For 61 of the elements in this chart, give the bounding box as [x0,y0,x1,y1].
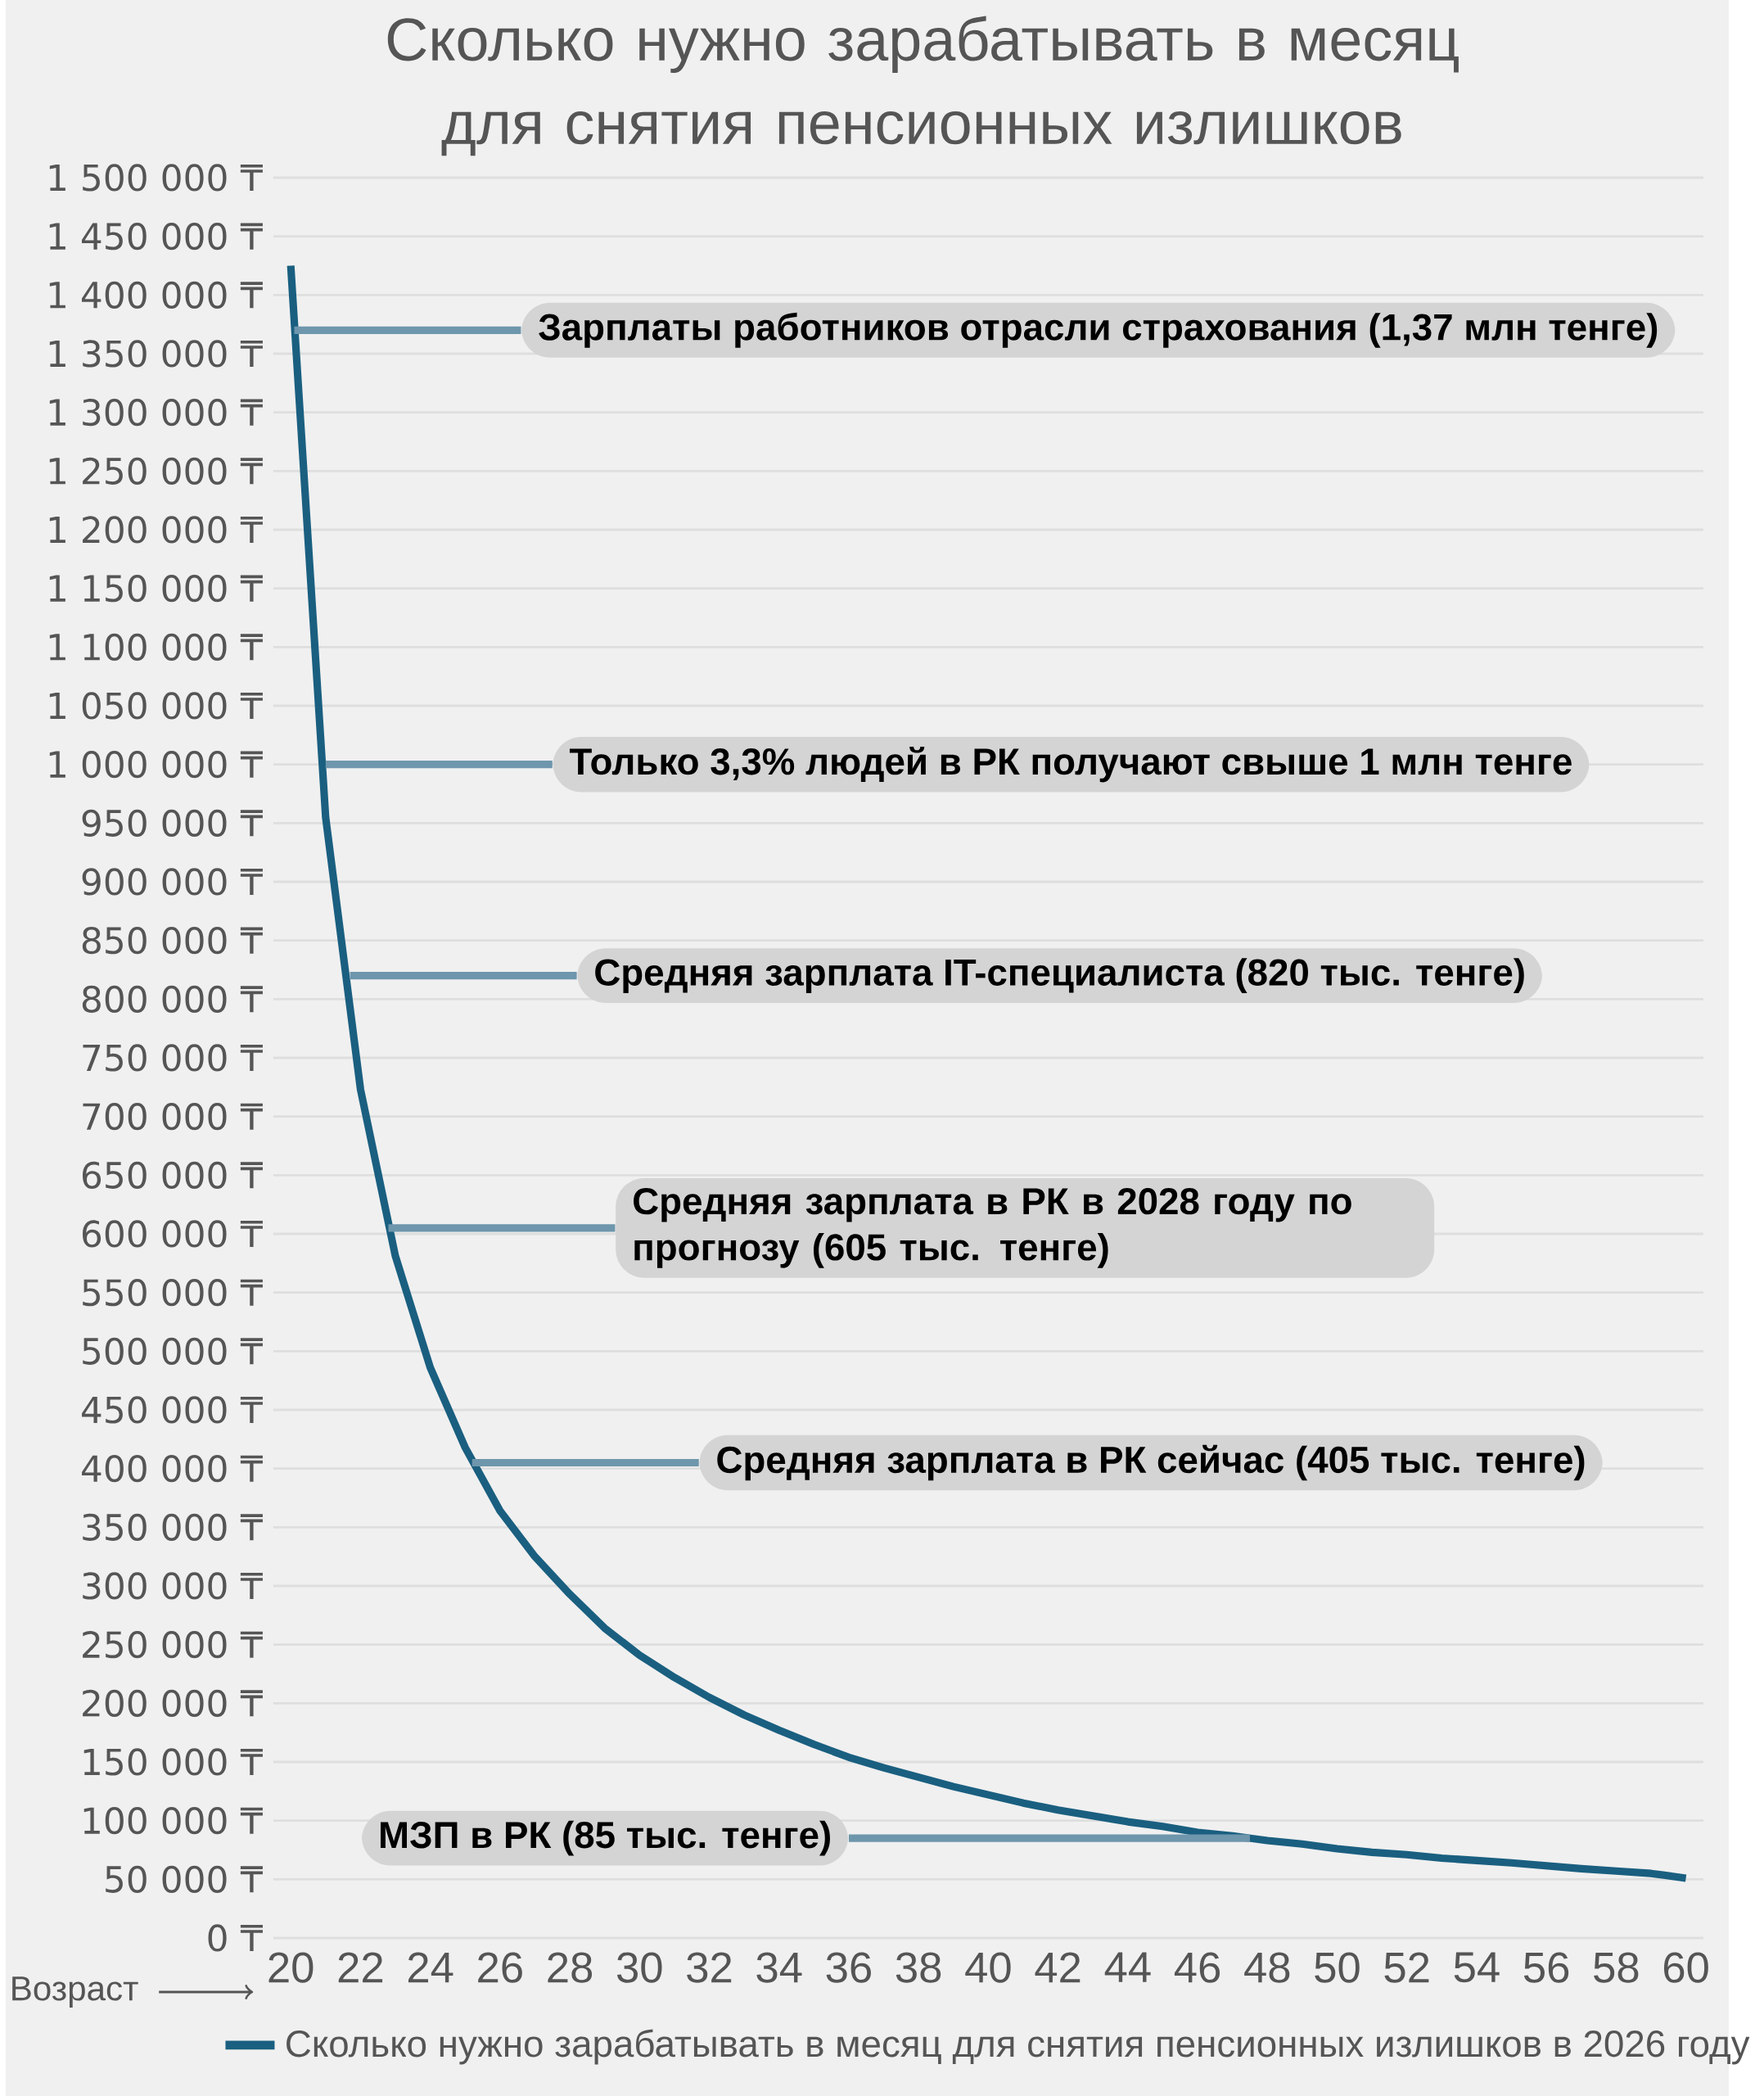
y-tick-label: 1 350 000 ₸ [49,340,263,368]
y-tick-label: 1 050 000 ₸ [49,692,263,720]
legend-label: Сколько нужно зарабатывать в месяц для снятия пенсионных излишков в 2026 году [286,2029,1750,2065]
x-tick-label: 20 [268,1952,314,1983]
y-tick-label: 450 000 ₸ [81,1396,263,1424]
x-tick-label: 60 [1663,1952,1708,1983]
x-axis-title: Возраст [12,1976,138,2008]
annotation: Зарплаты работников отрасли страхования (1,37 млн тенге) [539,312,1658,348]
y-tick-label: 650 000 ₸ [82,1161,263,1189]
y-tick-label: 600 000 ₸ [82,1220,263,1248]
x-tick-label: 46 [1174,1952,1220,1983]
annotation: Средняя зарплата в РК в 2028 году по прогнозу (605 тыс. тенге) [634,1188,1351,1268]
y-tick-label: 300 000 ₸ [83,1572,263,1600]
x-tick-label: 28 [548,1952,593,1983]
y-tick-label: 1 300 000 ₸ [49,399,263,427]
x-tick-label: 54 [1454,1952,1500,1983]
x-tick-label: 38 [896,1952,941,1983]
y-tick-label: 500 000 ₸ [83,1337,263,1365]
y-tick-label: 1 400 000 ₸ [49,281,263,309]
y-tick-label: 900 000 ₸ [82,868,263,896]
x-tick-label: 40 [965,1952,1011,1983]
y-tick-label: 1 000 000 ₸ [49,751,263,779]
x-tick-label: 44 [1104,1952,1151,1982]
y-tick-label: 800 000 ₸ [82,985,263,1013]
y-tick-label: 400 000 ₸ [81,1455,263,1483]
x-tick-label: 52 [1384,1952,1429,1983]
chart-title: Сколько нужно зарабатывать в месяц для снятия пенсионных излишков [387,16,1459,156]
y-tick-label: 550 000 ₸ [83,1279,263,1307]
x-tick-label: 24 [408,1952,453,1983]
y-tick-label: 200 000 ₸ [83,1689,263,1717]
annotation: Средняя зарплата в РК сейчас (405 тыс. тенге) [717,1444,1585,1481]
annotation: МЗП в РК (85 тыс. тенге) [380,1820,830,1856]
y-tick-label: 250 000 ₸ [83,1631,263,1659]
x-tick-label: 58 [1594,1952,1639,1983]
y-tick-label: 350 000 ₸ [83,1513,263,1541]
annotation: Средняя зарплата IT-специалиста (820 тыс. тенге) [595,958,1524,993]
y-tick-label: 1 500 000 ₸ [49,164,263,192]
x-tick-label: 22 [338,1952,383,1983]
y-tick-label: 750 000 ₸ [83,1044,263,1072]
y-tick-label: 700 000 ₸ [83,1103,263,1131]
x-tick-label: 56 [1523,1952,1569,1983]
x-tick-label: 32 [687,1952,732,1983]
y-tick-label: 1 250 000 ₸ [49,457,263,485]
y-tick-label: 1 100 000 ₸ [49,633,263,661]
y-tick-label: 0 ₸ [208,1924,263,1952]
y-tick-label: 850 000 ₸ [82,927,263,955]
y-tick-label: 50 000 ₸ [106,1865,263,1893]
x-tick-label: 36 [826,1952,871,1983]
x-tick-label: 30 [616,1952,662,1983]
annotation: Только 3,3% людей в РК получают свыше 1 млн тенге [569,746,1572,783]
y-tick-label: 100 000 ₸ [83,1807,263,1835]
x-tick-label: 26 [478,1952,522,1983]
y-tick-label: 1 150 000 ₸ [49,575,263,603]
x-tick-label: 34 [756,1952,802,1983]
y-tick-label: 1 200 000 ₸ [49,516,263,544]
y-tick-label: 150 000 ₸ [83,1748,263,1776]
x-tick-label: 42 [1035,1952,1081,1983]
y-tick-label: 950 000 ₸ [82,809,263,837]
x-tick-label: 48 [1244,1952,1290,1983]
y-tick-label: 1 450 000 ₸ [49,223,263,251]
x-tick-label: 50 [1315,1952,1360,1983]
